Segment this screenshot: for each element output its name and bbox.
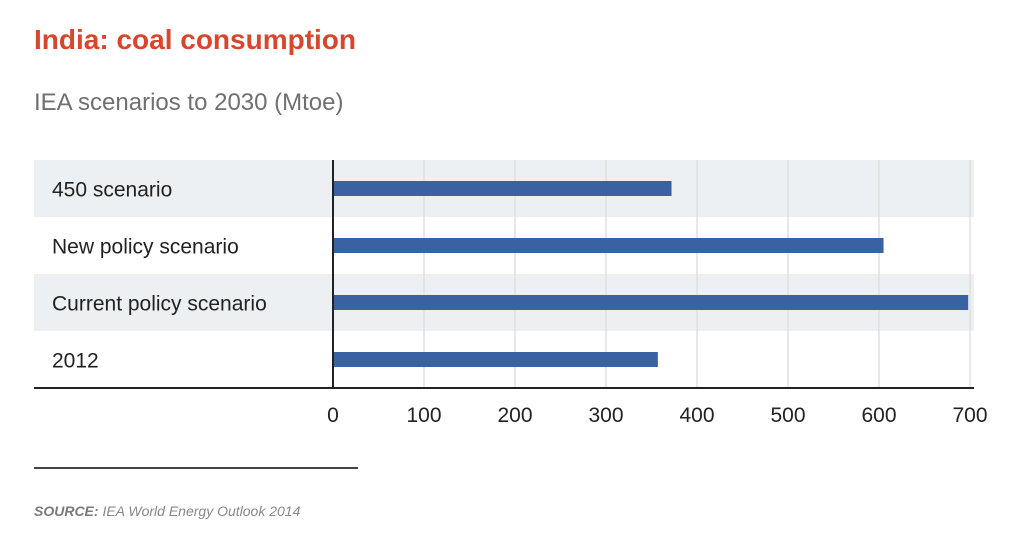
category-labels: 450 scenario New policy scenario Current p… <box>52 179 267 373</box>
bar <box>333 295 969 310</box>
axes <box>34 160 974 389</box>
bar <box>333 181 672 196</box>
chart-title: India: coal consumption <box>34 24 357 55</box>
category-label: 450 scenario <box>52 179 172 202</box>
x-tick-label: 100 <box>406 404 441 427</box>
source-divider <box>34 467 358 469</box>
x-tick-label: 600 <box>861 404 896 427</box>
chart-subtitle: IEA scenarios to 2030 (Mtoe) <box>34 89 344 116</box>
category-label: 2012 <box>52 350 99 373</box>
bar <box>333 352 658 367</box>
x-tick-label: 300 <box>588 404 623 427</box>
bars <box>333 181 969 367</box>
bar <box>333 238 884 253</box>
source-note: SOURCE: IEA World Energy Outlook 2014 <box>34 503 300 519</box>
bar-chart: 450 scenario New policy scenario Current p… <box>34 160 988 427</box>
category-label: Current policy scenario <box>52 293 267 316</box>
x-tick-label: 500 <box>770 404 805 427</box>
gridlines <box>423 160 971 388</box>
category-label: New policy scenario <box>52 236 239 259</box>
tick-labels: 0 100 200 300 400 500 600 700 <box>327 404 987 427</box>
x-tick-label: 700 <box>952 404 987 427</box>
x-tick-label: 0 <box>327 404 339 427</box>
x-tick-label: 200 <box>497 404 532 427</box>
source-text: IEA World Energy Outlook 2014 <box>98 503 301 519</box>
x-tick-label: 400 <box>679 404 714 427</box>
source-label: SOURCE: <box>34 503 99 519</box>
